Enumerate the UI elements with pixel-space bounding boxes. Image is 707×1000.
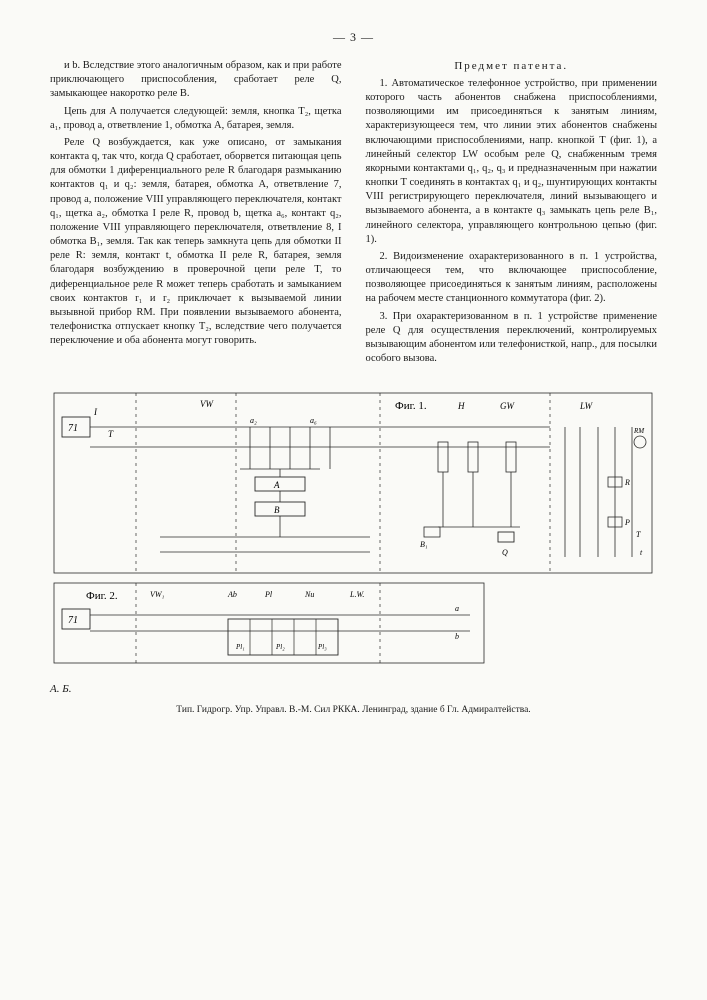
label-a6: a₆ (310, 416, 317, 425)
label-LW2: L.W. (349, 590, 364, 599)
right-column: Предмет патента. 1. Автоматическое телеф… (366, 59, 658, 369)
relay-B: B (274, 505, 280, 515)
right-para-3: 3. При охарактеризованном в п. 1 устройс… (366, 310, 658, 367)
relay-A: A (273, 480, 280, 490)
label-Pl2: Pl₂ (275, 643, 285, 651)
label-LW: LW (579, 401, 594, 411)
relay-T2: T (636, 530, 641, 539)
fig2-label: Фиг. 2. (86, 590, 118, 602)
box71-label-2: 71 (68, 615, 78, 626)
label-Nu: Nu (304, 590, 314, 599)
imprint: Тип. Гидрогр. Упр. Управл. В.-М. Сил РКК… (50, 705, 657, 715)
left-para-1: и b. Вследствие этого аналогичным образо… (50, 59, 342, 102)
label-b: b (455, 632, 459, 641)
label-H: H (457, 401, 465, 411)
label-I: I (93, 407, 98, 417)
page-container: — 3 — и b. Вследствие этого аналогичным … (0, 0, 707, 1000)
label-Pl: Pl (264, 590, 273, 599)
fig1-label: Фиг. 1. (395, 400, 427, 412)
page-number: — 3 — (50, 30, 657, 45)
relay-R: R (624, 478, 630, 487)
label-a2: a₂ (250, 416, 257, 425)
label-T: T (108, 429, 114, 439)
label-RM: RM (633, 427, 645, 435)
circuit-figure: 71 I T VW a₂ a₆ Фиг. 1. H (50, 387, 657, 677)
label-Pl3: Pl₃ (317, 643, 327, 651)
label-GW: GW (500, 401, 515, 411)
text-columns: и b. Вследствие этого аналогичным образо… (50, 59, 657, 369)
label-VW: VW (200, 399, 214, 409)
relay-Q: Q (502, 548, 508, 557)
patent-heading: Предмет патента. (366, 59, 658, 74)
box71-label: 71 (68, 423, 78, 434)
signature: А. Б. (50, 683, 657, 695)
relay-B1: B₁ (420, 540, 428, 549)
circuit-svg: 71 I T VW a₂ a₆ Фиг. 1. H (50, 387, 657, 677)
label-Ab: Ab (227, 590, 237, 599)
right-para-2: 2. Видоизменение охарактеризованного в п… (366, 250, 658, 307)
label-VW1: VW₁ (150, 590, 165, 599)
right-para-1: 1. Автоматическое телефонное устройство,… (366, 77, 658, 247)
relay-P: P (624, 518, 630, 527)
left-column: и b. Вследствие этого аналогичным образо… (50, 59, 342, 369)
contact-t: t (640, 548, 643, 557)
left-para-2: Цепь для A получается следующей: земля, … (50, 105, 342, 133)
label-a: a (455, 604, 459, 613)
left-para-3: Реле Q возбуждается, как уже описано, от… (50, 136, 342, 349)
label-Pl1: Pl₁ (235, 643, 245, 651)
